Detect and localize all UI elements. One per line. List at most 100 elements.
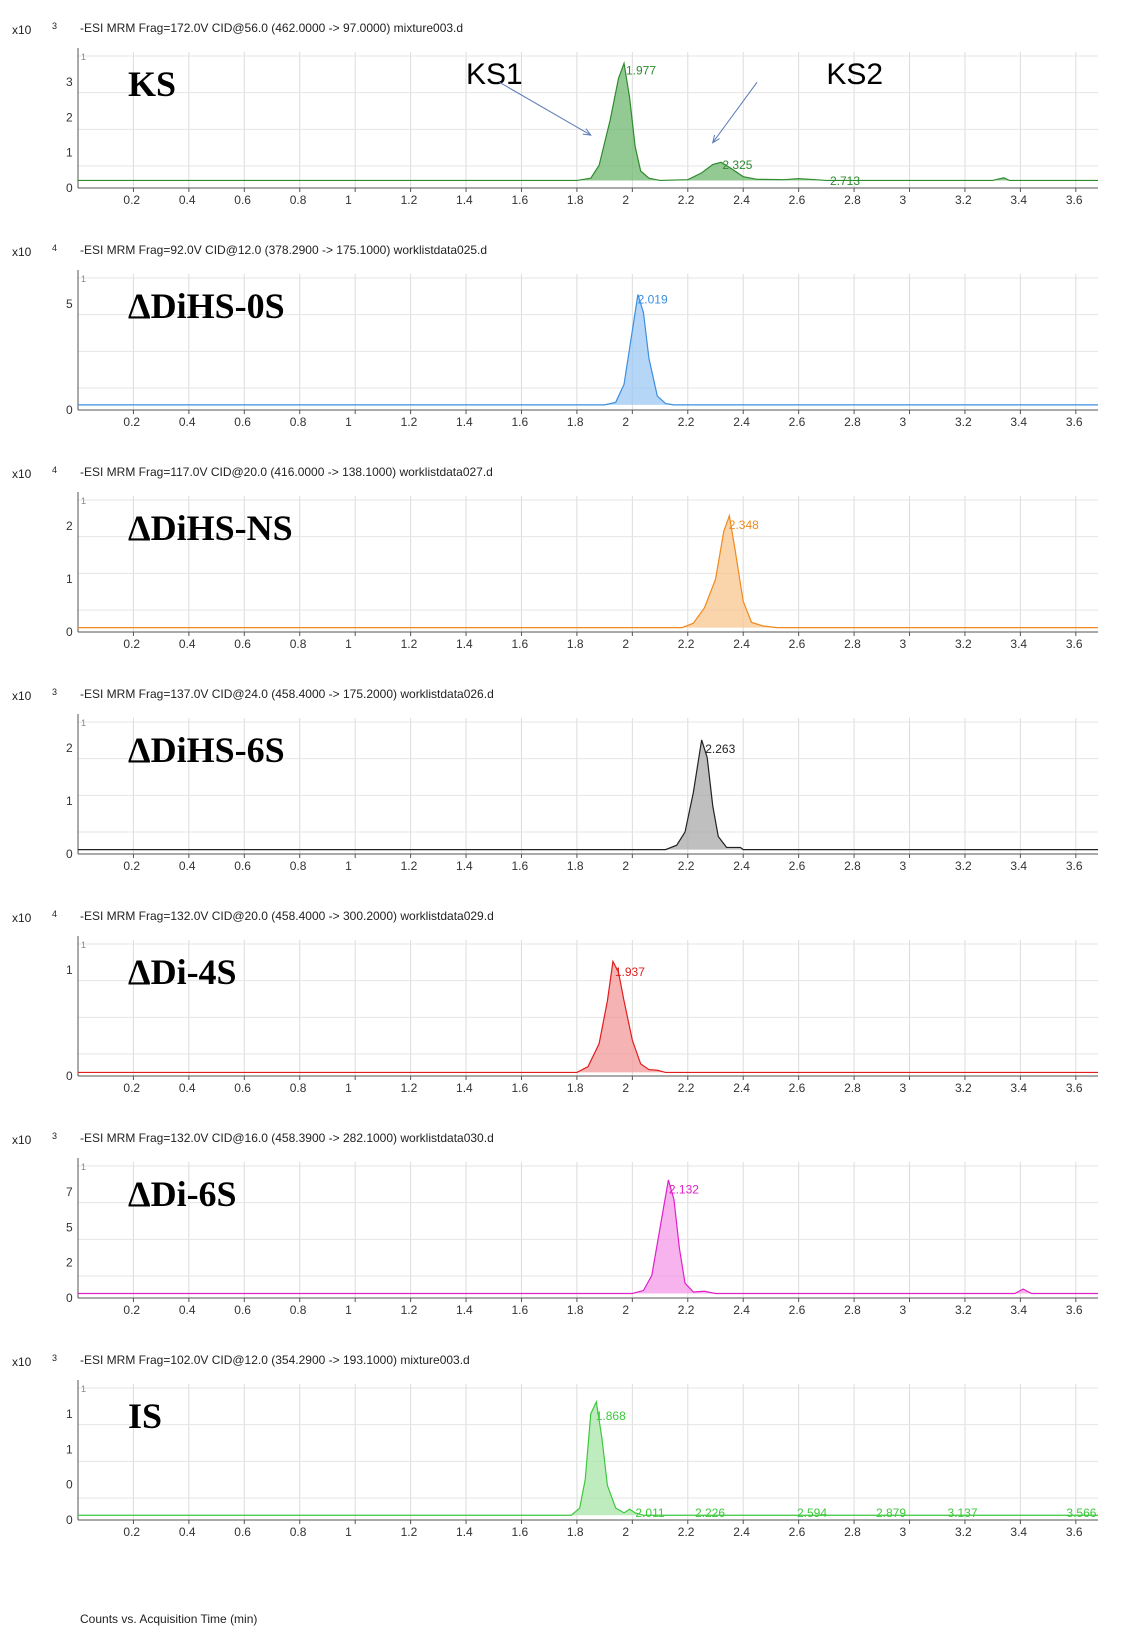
x-tick-label: 2.8 [844,637,861,651]
x-tick-label: 1 [345,859,352,873]
y-scale-exponent: 3 [52,1353,57,1363]
compound-label: ΔDiHS-NS [128,508,293,548]
annotation-label: KS2 [826,58,883,91]
peak-label: 2.325 [722,158,752,172]
x-tick-label: 2 [622,193,629,207]
y-tick-label: 5 [66,1220,73,1234]
x-tick-label: 0.4 [179,1081,196,1095]
chromatogram-trace [78,1179,1098,1295]
y-tick-label: 1 [66,146,73,160]
y-tick-label: 2 [66,110,73,124]
x-tick-label: 2.6 [789,1303,806,1317]
x-tick-label: 2.4 [733,193,750,207]
y-tick-label: 1 [66,1407,73,1421]
x-tick-label: 0.6 [234,193,251,207]
x-tick-label: 1.8 [567,637,584,651]
peak-label: 2.263 [705,742,735,756]
y-scale-exponent: 3 [52,21,57,31]
x-tick-label: 0.8 [290,415,307,429]
x-tick-label: 0.2 [123,637,140,651]
peak-label: 3.566 [1066,1506,1096,1520]
peak-area [78,63,1098,181]
x-tick-label: 0.8 [290,1525,307,1539]
y-scale-base: x10 [12,23,32,37]
y-tick-label: 0 [66,1291,73,1305]
panel-title: -ESI MRM Frag=132.0V CID@16.0 (458.3900 … [80,1131,494,1145]
peak-label: 2.019 [638,293,668,307]
y-scale-exponent: 3 [52,687,57,697]
x-tick-label: 1 [345,1525,352,1539]
y-scale-base: x10 [12,1355,32,1369]
y-top-tick-label: 1 [81,1162,86,1172]
y-tick-label: 0 [66,1069,73,1083]
y-tick-label: 2 [66,741,73,755]
y-tick-label: 0 [66,403,73,417]
x-tick-label: 1 [345,1303,352,1317]
x-tick-label: 0.8 [290,1303,307,1317]
panel-title: -ESI MRM Frag=92.0V CID@12.0 (378.2900 -… [80,243,487,257]
peak-label: 2.348 [729,518,759,532]
y-scale-exponent: 4 [52,243,57,253]
x-tick-label: 1.6 [511,1303,528,1317]
compound-label: ΔDi-4S [128,952,237,992]
x-tick-label: 1 [345,193,352,207]
x-tick-label: 1 [345,1081,352,1095]
compound-label: ΔDi-6S [128,1174,237,1214]
x-tick-label: 2.2 [678,859,695,873]
x-tick-label: 2.6 [789,1525,806,1539]
chromatogram-trace [78,739,1098,851]
x-tick-label: 1.2 [401,1303,418,1317]
x-tick-label: 3 [900,859,907,873]
x-tick-label: 1 [345,415,352,429]
chromatogram-trace [78,1399,1098,1516]
x-tick-label: 2.2 [678,1525,695,1539]
y-scale-base: x10 [12,467,32,481]
x-tick-label: 3.4 [1010,193,1027,207]
x-tick-label: 0.8 [290,1081,307,1095]
x-tick-label: 3.6 [1066,193,1083,207]
annotation-arrowhead [711,134,720,144]
x-tick-label: 1.4 [456,1525,473,1539]
y-scale-exponent: 3 [52,1131,57,1141]
y-tick-label: 1 [66,1442,73,1456]
y-tick-label: 7 [66,1185,73,1199]
x-tick-label: 2.8 [844,415,861,429]
x-tick-label: 1.4 [456,1303,473,1317]
x-tick-label: 2.8 [844,1525,861,1539]
peak-label: 2.879 [876,1506,906,1520]
x-tick-label: 0.6 [234,415,251,429]
x-tick-label: 1.8 [567,415,584,429]
x-tick-label: 3.4 [1010,1525,1027,1539]
x-tick-label: 3 [900,1081,907,1095]
x-tick-label: 2.2 [678,1081,695,1095]
chromatogram-trace [78,513,1098,629]
panel-title: -ESI MRM Frag=102.0V CID@12.0 (354.2900 … [80,1353,470,1367]
x-tick-label: 3.6 [1066,859,1083,873]
x-tick-label: 3.6 [1066,1525,1083,1539]
x-tick-label: 0.2 [123,1303,140,1317]
y-scale-exponent: 4 [52,465,57,475]
x-tick-label: 2.2 [678,193,695,207]
x-tick-label: 0.4 [179,1303,196,1317]
x-tick-label: 0.8 [290,193,307,207]
x-tick-label: 2.6 [789,859,806,873]
x-tick-label: 0.6 [234,1303,251,1317]
x-tick-label: 3.6 [1066,1303,1083,1317]
y-tick-label: 1 [66,794,73,808]
y-tick-label: 3 [66,75,73,89]
panel-title: -ESI MRM Frag=137.0V CID@24.0 (458.4000 … [80,687,494,701]
x-tick-label: 3.4 [1010,415,1027,429]
y-tick-label: 0 [66,625,73,639]
y-tick-label: 0 [66,847,73,861]
x-tick-label: 2 [622,637,629,651]
y-top-tick-label: 1 [81,1384,86,1394]
x-tick-label: 1.8 [567,1525,584,1539]
x-tick-label: 0.4 [179,193,196,207]
x-tick-label: 3.6 [1066,1081,1083,1095]
x-tick-label: 0.6 [234,637,251,651]
chromatogram-trace [78,959,1098,1074]
x-tick-label: 2.4 [733,637,750,651]
y-tick-label: 1 [66,963,73,977]
x-tick-label: 2.6 [789,415,806,429]
